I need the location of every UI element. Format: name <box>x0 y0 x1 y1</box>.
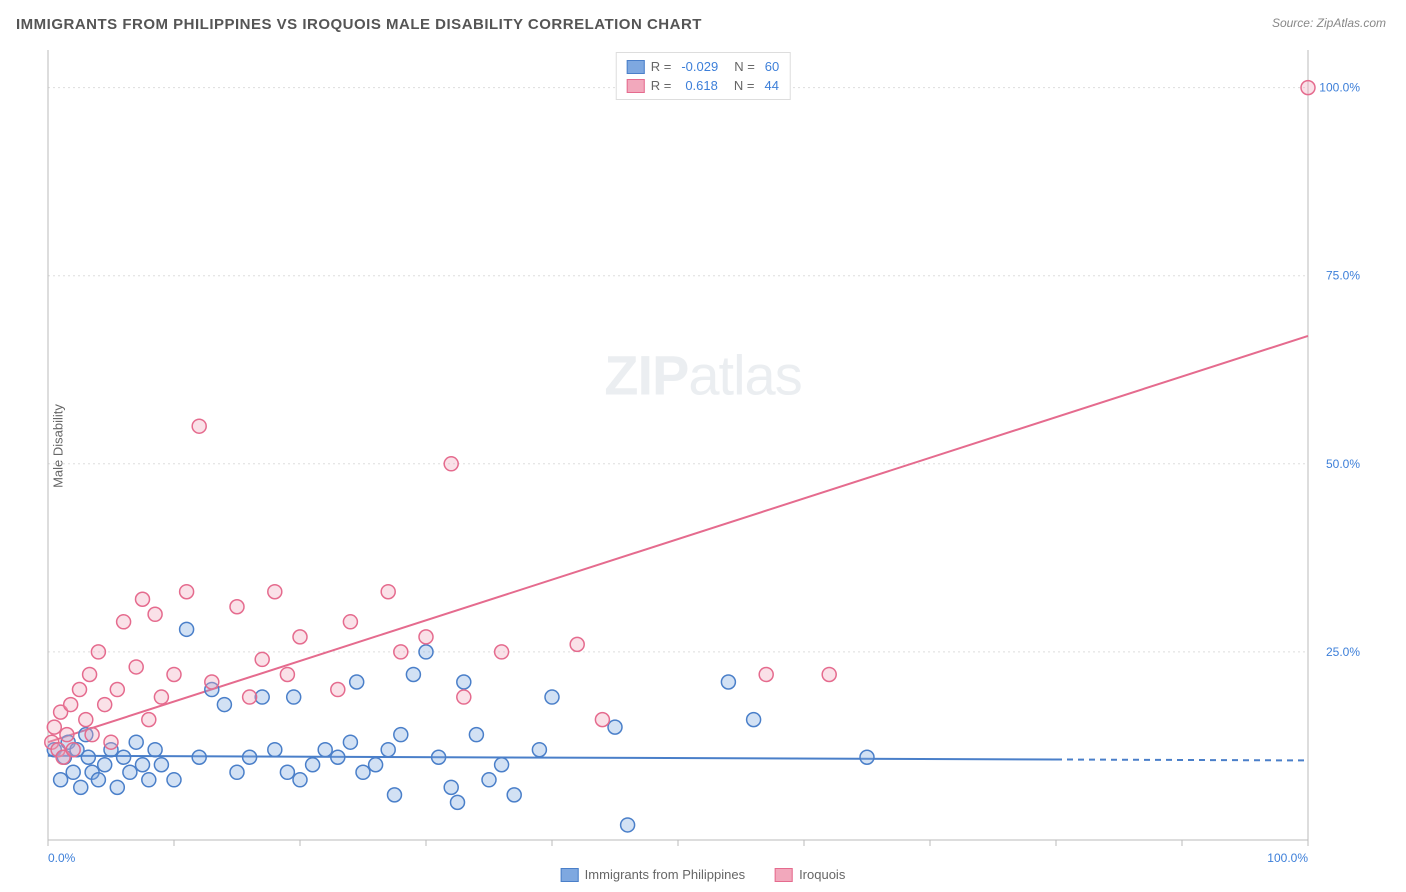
legend-item-philippines: Immigrants from Philippines <box>561 867 745 882</box>
legend-swatch-pink <box>775 868 793 882</box>
r-value-2: 0.618 <box>685 78 718 93</box>
r-label: R = <box>651 78 672 93</box>
legend-row-series1: R = -0.029 N = 60 <box>627 57 780 76</box>
y-axis-label: Male Disability <box>50 404 65 488</box>
svg-text:25.0%: 25.0% <box>1326 645 1360 659</box>
r-label: R = <box>651 59 672 74</box>
series-name-1: Immigrants from Philippines <box>585 867 745 882</box>
r-value-1: -0.029 <box>681 59 718 74</box>
n-label: N = <box>734 59 755 74</box>
n-value-1: 60 <box>765 59 779 74</box>
legend-swatch-blue <box>627 60 645 74</box>
legend-row-series2: R = 0.618 N = 44 <box>627 76 780 95</box>
svg-text:0.0%: 0.0% <box>48 851 76 865</box>
correlation-legend: R = -0.029 N = 60 R = 0.618 N = 44 <box>616 52 791 100</box>
svg-text:100.0%: 100.0% <box>1267 851 1308 865</box>
svg-text:75.0%: 75.0% <box>1326 269 1360 283</box>
legend-swatch-pink <box>627 79 645 93</box>
scatter-chart: 25.0% 50.0% 75.0% 100.0% 0.0% 100.0% <box>0 0 1406 892</box>
series-legend: Immigrants from Philippines Iroquois <box>561 867 846 882</box>
legend-item-iroquois: Iroquois <box>775 867 845 882</box>
series-name-2: Iroquois <box>799 867 845 882</box>
svg-text:100.0%: 100.0% <box>1319 81 1360 95</box>
chart-title: IMMIGRANTS FROM PHILIPPINES VS IROQUOIS … <box>16 16 702 33</box>
svg-text:50.0%: 50.0% <box>1326 457 1360 471</box>
n-value-2: 44 <box>764 78 778 93</box>
source-attribution: Source: ZipAtlas.com <box>1272 16 1386 30</box>
legend-swatch-blue <box>561 868 579 882</box>
n-label: N = <box>734 78 755 93</box>
